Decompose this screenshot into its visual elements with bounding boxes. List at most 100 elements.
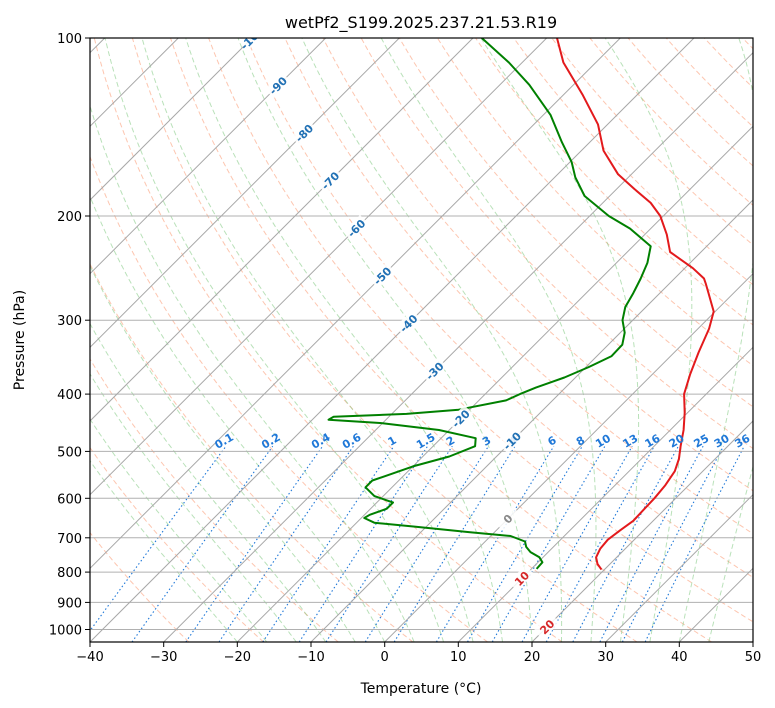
moist-adiabats [90,38,753,642]
isotherm-label-bg [421,357,448,384]
isotherm-label-bg [316,167,344,194]
y-axis-label: Pressure (hPa) [12,290,28,390]
moist-adiabat-line [380,38,597,642]
mixing-ratio-line [185,445,324,642]
y-tick-label: 700 [57,532,82,547]
mixing-ratio-line [262,445,395,642]
dry-adiabat-line [170,38,712,642]
x-tick-label: 50 [745,650,762,665]
mixing-ratio-line [435,445,555,642]
isotherm-label-bg [494,505,521,532]
moist-adiabat-line [90,264,356,642]
y-tick-label: 900 [57,596,82,611]
dry-adiabat-line [436,38,753,367]
mixing-ratio-line [364,445,489,642]
mixing-ratio-lines [90,445,745,642]
isotherm-label-bg [369,262,396,289]
isotherm-line [90,38,474,422]
x-tick-label: −10 [297,650,324,665]
dry-adiabat-line [513,38,753,286]
isotherm-label-bg [508,565,535,592]
dry-adiabat-line [90,531,190,642]
isotherm-label-bg [447,405,474,432]
isotherm-label-bg [395,309,422,337]
x-tick-label: 10 [450,650,467,665]
mixing-ratio-line [545,445,655,642]
moist-adiabat-line [90,195,386,642]
moist-adiabat-line [480,38,640,642]
y-tick-label: 300 [57,314,82,329]
x-tick-label: −20 [224,650,251,665]
mixing-ratio-line [521,445,633,642]
dry-adiabat-line [246,38,753,578]
x-tick-label: 30 [597,650,614,665]
isotherm-line [163,51,753,642]
y-tick-label: 400 [57,388,82,403]
isotherm-line [384,272,753,642]
y-tick-label: 800 [57,566,82,581]
isotherm-line [310,199,753,642]
dry-adiabat-line [322,38,753,492]
moist-adiabat-line [678,38,753,642]
y-tick-label: 600 [57,492,82,507]
y-tick-label: 100 [57,32,82,47]
x-axis-ticks: −40 −30 −20 −10 0 10 20 30 40 50 [76,642,761,665]
isotherm-label-bg [342,214,370,242]
x-tick-label: 0 [381,650,389,665]
x-axis-label: Temperature (°C) [360,681,482,697]
isotherm-line [90,38,695,642]
moist-adiabat-line [708,464,753,642]
dewpoint-trace [327,38,652,570]
isotherm-label-bg [264,72,291,99]
chart-title: wetPf2_S199.2025.237.21.53.R19 [285,13,557,33]
isotherm-line [236,125,753,642]
y-tick-label: 1000 [49,624,82,639]
dry-adiabat-line [93,38,563,642]
dry-adiabat-line [360,38,753,450]
dry-adiabat-line [131,38,638,642]
isotherm-label-bg [290,119,317,146]
isotherm-label-bg [498,427,525,454]
isotherm-line [605,493,753,642]
isotherm-gridlines [90,38,753,642]
x-tick-label: 20 [524,650,541,665]
isotherm-label-bg [533,613,560,640]
mixing-ratio-line [325,445,453,642]
y-tick-label: 200 [57,210,82,225]
plot-frame [89,37,754,643]
isotherm-line [90,38,621,570]
moist-adiabat-line [90,372,297,642]
dry-adiabats [90,38,753,642]
moist-adiabat-line [141,38,474,642]
x-tick-label: 40 [671,650,688,665]
mixing-ratio-line [131,445,274,642]
isotherm-line [90,38,548,496]
x-tick-label: −30 [150,650,177,665]
isobar-gridlines [90,38,753,630]
mixing-ratio-line [621,445,724,642]
isotherm-label-bg [238,38,265,51]
sounding-traces [327,38,715,571]
mixing-ratio-line [218,445,354,642]
dry-adiabat-line [284,38,753,535]
mixing-ratio-line [298,445,429,642]
mixing-ratio-line [644,445,745,642]
isotherm-line [457,346,753,642]
isotherm-line [90,38,327,275]
dry-adiabat-line [90,155,488,642]
moist-adiabat-line [90,322,327,642]
y-tick-label: 500 [57,445,82,460]
moist-adiabat-line [90,418,268,642]
dry-adiabat-line [208,38,753,623]
moist-adiabat-line [185,38,503,642]
dry-adiabat-line [90,358,339,642]
moist-adiabat-line [604,38,693,642]
isotherm-line [90,38,253,201]
temperature-trace [556,38,715,571]
moist-adiabat-line [104,38,445,642]
moist-adiabat-line [237,38,533,642]
moist-adiabat-line [90,459,238,642]
mixing-ratio-line [393,445,516,642]
